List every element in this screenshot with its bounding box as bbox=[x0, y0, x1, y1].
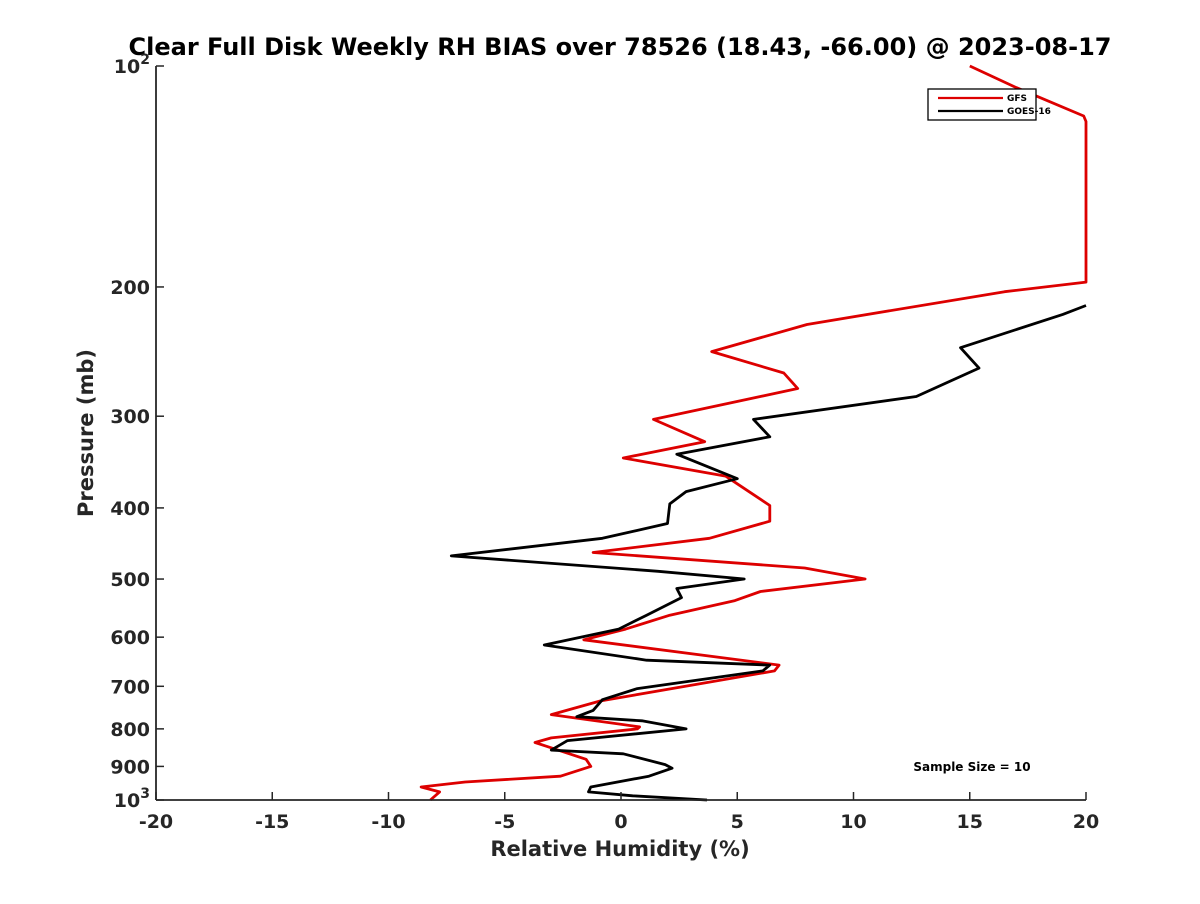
y-tick-label: 600 bbox=[110, 627, 150, 649]
legend-box bbox=[927, 88, 1037, 121]
x-tick-label: 15 bbox=[957, 811, 983, 833]
x-tick-label: -20 bbox=[139, 811, 173, 833]
chart-title: Clear Full Disk Weekly RH BIAS over 7852… bbox=[129, 33, 1112, 61]
y-axis-label: Pressure (mb) bbox=[74, 349, 98, 517]
y-tick-label: 200 bbox=[110, 277, 150, 299]
legend: GFS GOES-16 bbox=[927, 88, 1051, 121]
y-tick-label: 900 bbox=[110, 756, 150, 778]
y-tick-label: 500 bbox=[110, 569, 150, 591]
y-tick-label: 400 bbox=[110, 498, 150, 520]
x-tick-label: 10 bbox=[840, 811, 866, 833]
x-tick-label: 0 bbox=[614, 811, 627, 833]
y-tick-label: 700 bbox=[110, 676, 150, 698]
x-axis-label: Relative Humidity (%) bbox=[490, 837, 749, 861]
series-layer bbox=[419, 64, 1088, 802]
y-tick-label: 800 bbox=[110, 719, 150, 741]
axes-layer: -20 -15 -10 -5 0 5 10 15 20102200300400500600700… bbox=[110, 52, 1099, 833]
x-tick-label: -5 bbox=[494, 811, 515, 833]
x-tick-label: -15 bbox=[255, 811, 289, 833]
y-tick-label: 300 bbox=[110, 406, 150, 428]
sample-size-annotation: Sample Size = 10 bbox=[913, 760, 1030, 774]
legend-label-goes16: GOES-16 bbox=[1007, 107, 1051, 117]
x-tick-label: 5 bbox=[731, 811, 744, 833]
legend-label-gfs: GFS bbox=[1007, 94, 1027, 104]
series-lines bbox=[419, 64, 1088, 802]
series-line-goes16 bbox=[449, 304, 1087, 802]
x-tick-label: -10 bbox=[371, 811, 405, 833]
x-tick-label: 20 bbox=[1073, 811, 1099, 833]
